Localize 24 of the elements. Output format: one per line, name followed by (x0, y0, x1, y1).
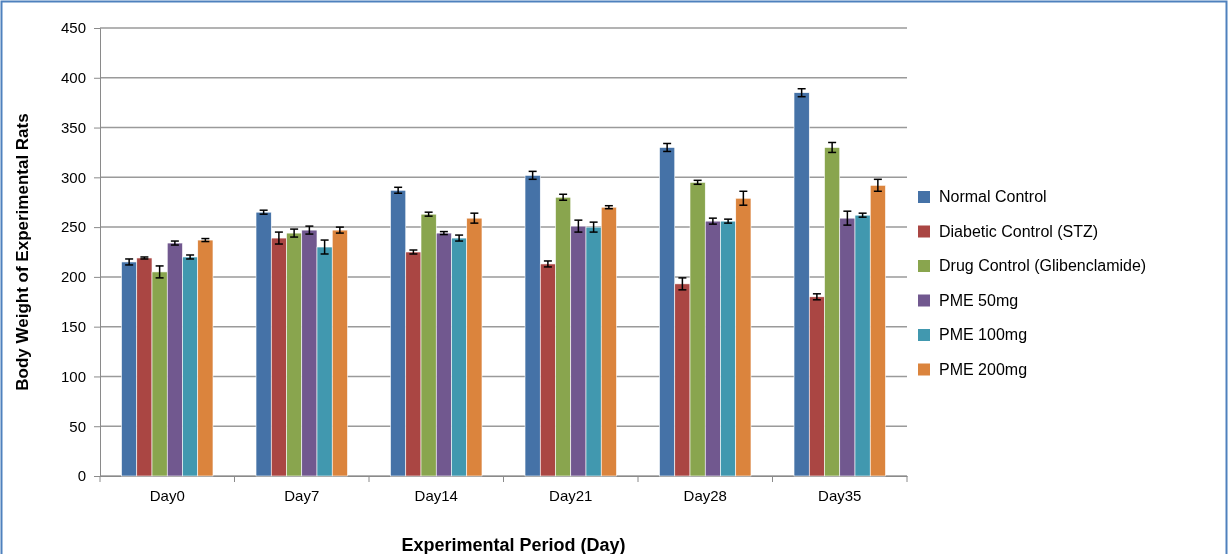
legend-label: PME 200mg (939, 360, 1028, 378)
x-tick-label: Day7 (284, 486, 320, 504)
y-tick-label: 350 (60, 118, 86, 136)
x-tick-label: Day35 (818, 486, 862, 504)
legend-label: Normal Control (939, 188, 1047, 205)
x-tick-label: Day28 (683, 486, 727, 504)
y-tick-label: 250 (60, 218, 86, 236)
x-axis-title: Experimental Period (Day) (401, 535, 626, 554)
y-tick-label: 100 (60, 367, 86, 385)
y-tick-label: 150 (60, 317, 86, 335)
y-tick-label: 50 (69, 417, 86, 435)
legend-label: PME 100mg (939, 326, 1028, 343)
y-axis-title: Body Weight of Experimental Rats (13, 113, 32, 391)
y-tick-label: 450 (60, 19, 86, 37)
y-tick-label: 400 (60, 69, 86, 87)
y-tick-label: 300 (60, 168, 86, 186)
y-tick-label: 200 (60, 268, 86, 286)
x-tick-label: Day21 (549, 486, 593, 504)
y-tick-label: 0 (77, 467, 86, 485)
x-tick-label: Day0 (149, 486, 185, 504)
legend-label: Diabetic Control (STZ) (939, 222, 1099, 240)
legend-label: Drug Control (Glibenclamide) (939, 257, 1147, 274)
legend-label: PME 50mg (939, 291, 1019, 309)
x-tick-label: Day14 (414, 486, 458, 504)
